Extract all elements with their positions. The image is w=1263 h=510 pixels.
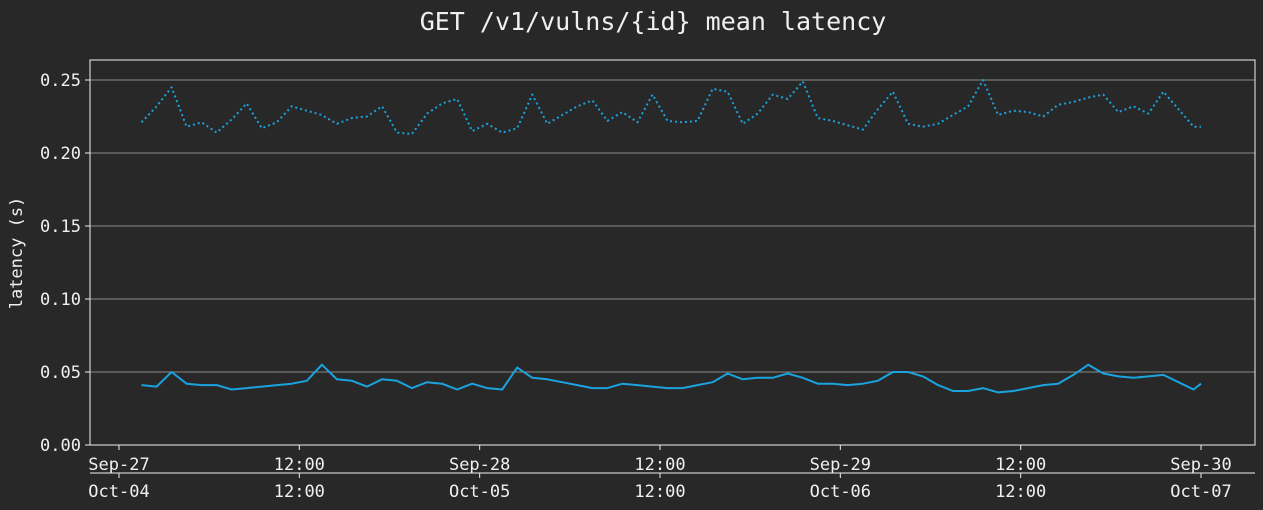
x2-tick-label: 12:00	[274, 482, 325, 502]
x-axis-secondary: Oct-04 12:00 Oct-05 12:00 Oct-06 12:00 Oct-07	[88, 472, 1255, 502]
y-tick-label: 0.25	[40, 71, 81, 91]
plot-area	[89, 59, 1256, 446]
x2-tick-label: Oct-05	[449, 482, 510, 502]
x2-tick-label: Oct-07	[1170, 482, 1231, 502]
x-tick-label: Sep-29	[810, 455, 871, 475]
x2-tick-label: 12:00	[634, 482, 685, 502]
series-line-solid	[141, 363, 1202, 394]
x-tick-label: Sep-27	[88, 455, 149, 475]
y-axis-title: latency (s)	[7, 197, 27, 310]
x-tick-label: 12:00	[995, 455, 1046, 475]
x-tick-label: Sep-28	[449, 455, 510, 475]
series-line-dotted	[140, 79, 1201, 135]
x2-tick-label: Oct-06	[810, 482, 871, 502]
x-axis-primary: Sep-27 12:00 Sep-28 12:00 Sep-29 12:00 Sep-30	[88, 445, 1232, 475]
y-tick-label: 0.05	[40, 363, 81, 383]
x2-tick-label: 12:00	[995, 482, 1046, 502]
x-tick-label: 12:00	[634, 455, 685, 475]
y-axis: 0.00 0.05 0.10 0.15 0.20 0.25	[40, 71, 90, 456]
y-tick-label: 0.15	[40, 217, 81, 237]
y-tick-label: 0.20	[40, 144, 81, 164]
x-tick-label: 12:00	[274, 455, 325, 475]
y-tick-label: 0.00	[40, 436, 81, 456]
gridlines	[90, 79, 1255, 373]
series-lines	[140, 79, 1202, 394]
y-tick-label: 0.10	[40, 290, 81, 310]
chart-title: GET /v1/vulns/{id} mean latency	[420, 7, 887, 36]
x-tick-label: Sep-30	[1170, 455, 1231, 475]
x2-tick-label: Oct-04	[88, 482, 149, 502]
